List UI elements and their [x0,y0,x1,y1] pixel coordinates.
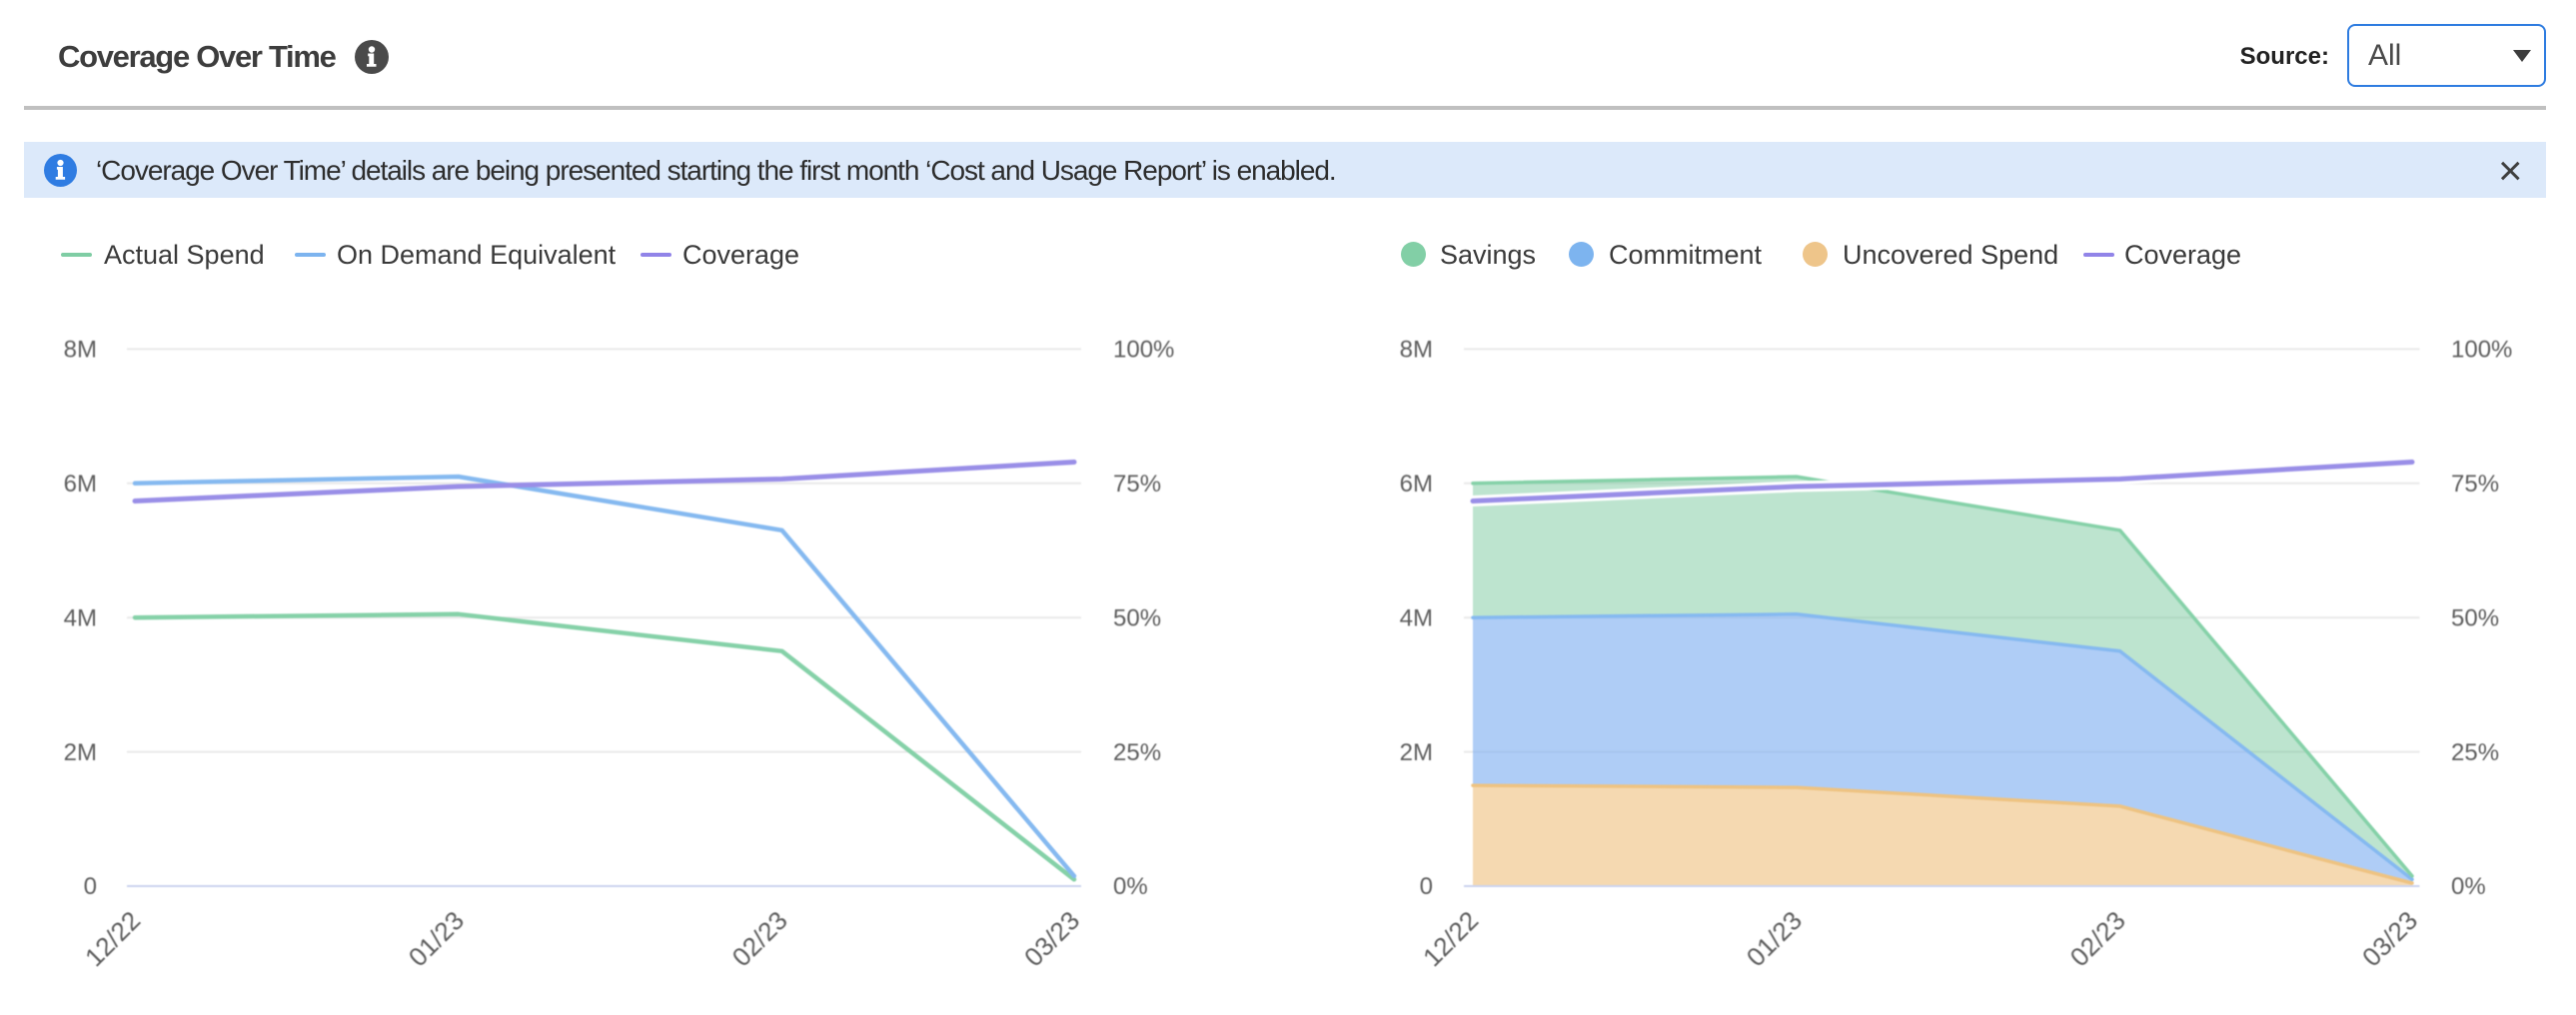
svg-text:0: 0 [1420,873,1433,900]
svg-text:25%: 25% [1113,739,1161,766]
svg-text:6M: 6M [1400,471,1433,498]
svg-text:4M: 4M [1400,604,1433,631]
svg-text:12/22: 12/22 [1417,905,1484,972]
svg-text:03/23: 03/23 [1018,905,1085,972]
svg-text:02/23: 02/23 [2064,905,2131,972]
svg-text:12/22: 12/22 [79,905,146,972]
svg-text:0: 0 [84,873,97,900]
svg-text:100%: 100% [1113,337,1174,364]
svg-text:2M: 2M [64,739,97,766]
svg-text:50%: 50% [2451,604,2499,631]
svg-text:03/23: 03/23 [2356,905,2423,972]
svg-text:4M: 4M [64,604,97,631]
svg-text:0%: 0% [1113,873,1148,900]
svg-text:01/23: 01/23 [1741,905,1808,972]
svg-text:2M: 2M [1400,739,1433,766]
svg-text:50%: 50% [1113,604,1161,631]
svg-text:8M: 8M [64,337,97,364]
svg-text:75%: 75% [1113,471,1161,498]
svg-text:8M: 8M [1400,337,1433,364]
svg-text:6M: 6M [64,471,97,498]
svg-text:02/23: 02/23 [726,905,793,972]
svg-text:75%: 75% [2451,471,2499,498]
svg-text:25%: 25% [2451,739,2499,766]
svg-text:01/23: 01/23 [403,905,470,972]
svg-text:100%: 100% [2451,337,2512,364]
svg-text:0%: 0% [2451,873,2486,900]
